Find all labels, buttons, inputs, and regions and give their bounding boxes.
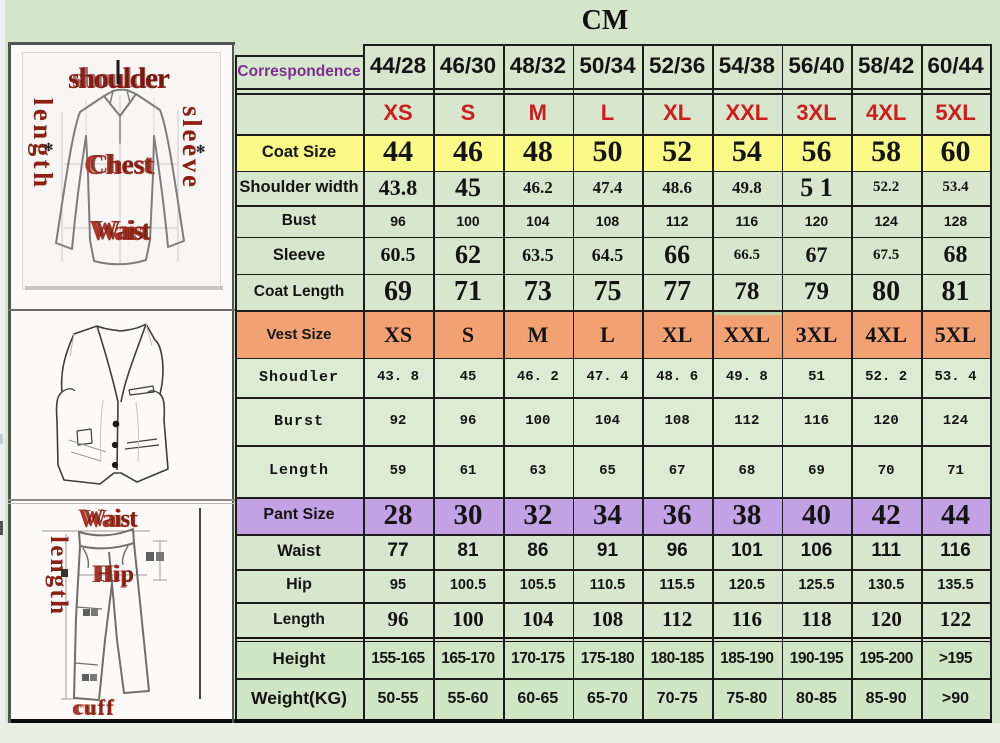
- svg-text:Hip: Hip: [96, 561, 134, 586]
- svg-text:Hip: Hip: [92, 561, 134, 588]
- svg-text:shoulder: shoulder: [72, 63, 170, 94]
- svg-text:Waist: Waist: [89, 215, 150, 247]
- svg-text:✻: ✻: [196, 144, 205, 156]
- svg-text:✻: ✻: [44, 142, 53, 154]
- svg-text:Waist: Waist: [78, 504, 138, 533]
- svg-text:cuff: cuff: [72, 695, 114, 720]
- svg-text:Waist: Waist: [94, 215, 151, 245]
- svg-text:Chest: Chest: [89, 149, 152, 179]
- svg-text:cuff: cuff: [75, 695, 114, 719]
- svg-text:length: length: [28, 98, 58, 187]
- svg-text:Chest: Chest: [84, 149, 155, 181]
- svg-text:Waist: Waist: [83, 506, 137, 532]
